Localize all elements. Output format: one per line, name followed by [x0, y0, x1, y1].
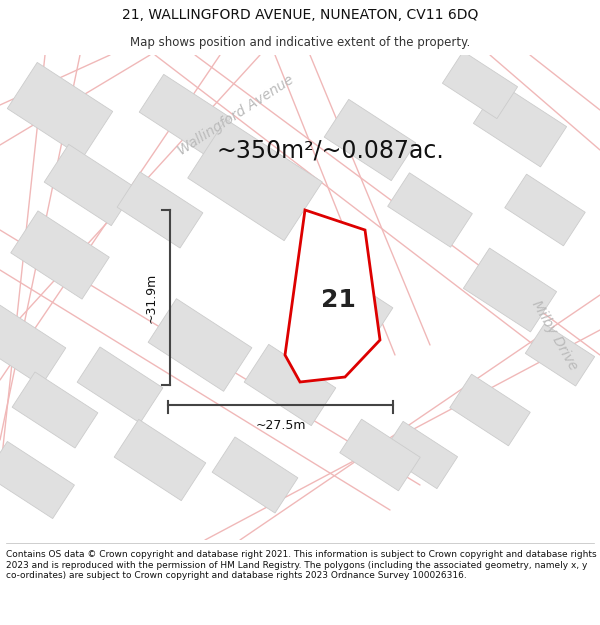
Polygon shape [505, 174, 585, 246]
Polygon shape [324, 99, 416, 181]
Polygon shape [77, 347, 163, 423]
Text: Wallingford Avenue: Wallingford Avenue [175, 72, 296, 158]
Polygon shape [12, 372, 98, 448]
Polygon shape [139, 74, 231, 156]
Polygon shape [117, 172, 203, 248]
Polygon shape [285, 210, 380, 382]
Polygon shape [442, 51, 518, 119]
Polygon shape [244, 344, 336, 426]
Polygon shape [382, 421, 458, 489]
Text: 21, WALLINGFORD AVENUE, NUNEATON, CV11 6DQ: 21, WALLINGFORD AVENUE, NUNEATON, CV11 6… [122, 8, 478, 22]
Polygon shape [0, 441, 74, 519]
Text: ~27.5m: ~27.5m [255, 419, 306, 432]
Polygon shape [11, 211, 109, 299]
Text: 21: 21 [320, 288, 355, 312]
Polygon shape [473, 83, 566, 167]
Text: ~31.9m: ~31.9m [145, 272, 158, 322]
Polygon shape [44, 144, 136, 226]
Text: Map shows position and indicative extent of the property.: Map shows position and indicative extent… [130, 36, 470, 49]
Polygon shape [463, 248, 557, 332]
Polygon shape [526, 324, 595, 386]
Polygon shape [212, 437, 298, 513]
Text: ~350m²/~0.087ac.: ~350m²/~0.087ac. [216, 138, 444, 162]
Polygon shape [307, 267, 393, 343]
Polygon shape [7, 62, 113, 158]
Polygon shape [148, 299, 252, 391]
Polygon shape [340, 419, 420, 491]
Text: Milby Drive: Milby Drive [529, 298, 581, 372]
Polygon shape [188, 119, 322, 241]
Polygon shape [114, 419, 206, 501]
Polygon shape [0, 304, 66, 386]
Text: Contains OS data © Crown copyright and database right 2021. This information is : Contains OS data © Crown copyright and d… [6, 550, 596, 580]
Polygon shape [450, 374, 530, 446]
Polygon shape [388, 173, 472, 248]
